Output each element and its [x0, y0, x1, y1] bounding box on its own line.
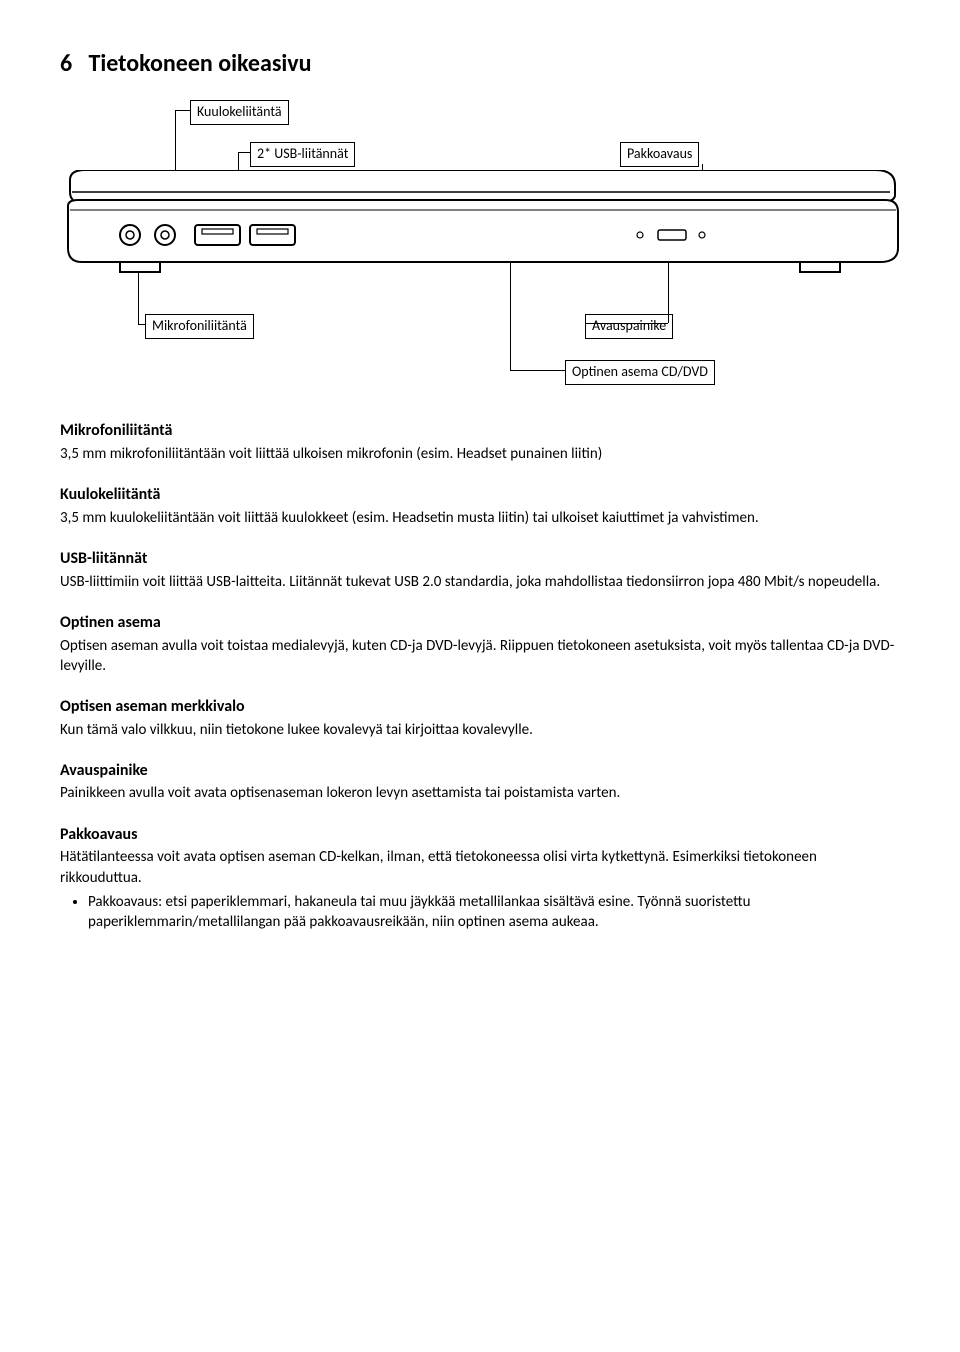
page-heading: 6 Tietokoneen oikeasivu — [60, 48, 900, 80]
section-body: 3,5 mm mikrofoniliitäntään voit liittää … — [60, 444, 900, 464]
section-body: 3,5 mm kuulokeliitäntään voit liittää ku… — [60, 508, 900, 528]
bullet-list: Pakkoavaus: etsi paperiklemmari, hakaneu… — [88, 892, 900, 933]
laptop-side-diagram: Kuulokeliitäntä 2* USB-liitännät Pakkoav… — [60, 100, 900, 400]
laptop-side-svg — [60, 170, 900, 290]
section-optical: Optinen asema Optisen aseman avulla voit… — [60, 612, 900, 676]
callout-eject-button: Avauspainike — [585, 314, 673, 339]
section-force-eject: Pakkoavaus Hätätilanteessa voit avata op… — [60, 824, 900, 933]
section-body: Kun tämä valo vilkkuu, niin tietokone lu… — [60, 720, 900, 740]
bullet-item: Pakkoavaus: etsi paperiklemmari, hakaneu… — [88, 892, 900, 933]
section-title: Mikrofoniliitäntä — [60, 420, 900, 442]
section-eject: Avauspainike Painikkeen avulla voit avat… — [60, 760, 900, 804]
section-title: Kuulokeliitäntä — [60, 484, 900, 506]
callout-mic: Mikrofoniliitäntä — [145, 314, 254, 339]
section-headphone: Kuulokeliitäntä 3,5 mm kuulokeliitäntään… — [60, 484, 900, 528]
callout-headphone: Kuulokeliitäntä — [190, 100, 289, 125]
heading-title: Tietokoneen oikeasivu — [88, 49, 311, 78]
section-optical-led: Optisen aseman merkkivalo Kun tämä valo … — [60, 696, 900, 740]
heading-number: 6 — [60, 49, 72, 78]
section-body: Painikkeen avulla voit avata optisenasem… — [60, 783, 900, 803]
callout-optical: Optinen asema CD/DVD — [565, 360, 715, 385]
section-body: USB-liittimiin voit liittää USB-laitteit… — [60, 572, 900, 592]
callout-usb: 2* USB-liitännät — [250, 142, 355, 167]
section-title: Optisen aseman merkkivalo — [60, 696, 900, 718]
section-title: Avauspainike — [60, 760, 900, 782]
section-body: Hätätilanteessa voit avata optisen asema… — [60, 847, 900, 888]
callout-force-eject: Pakkoavaus — [620, 142, 699, 167]
section-title: Optinen asema — [60, 612, 900, 634]
section-mic: Mikrofoniliitäntä 3,5 mm mikrofoniliitän… — [60, 420, 900, 464]
section-title: Pakkoavaus — [60, 824, 900, 846]
section-usb: USB-liitännät USB-liittimiin voit liittä… — [60, 548, 900, 592]
section-body: Optisen aseman avulla voit toistaa media… — [60, 636, 900, 677]
section-title: USB-liitännät — [60, 548, 900, 570]
